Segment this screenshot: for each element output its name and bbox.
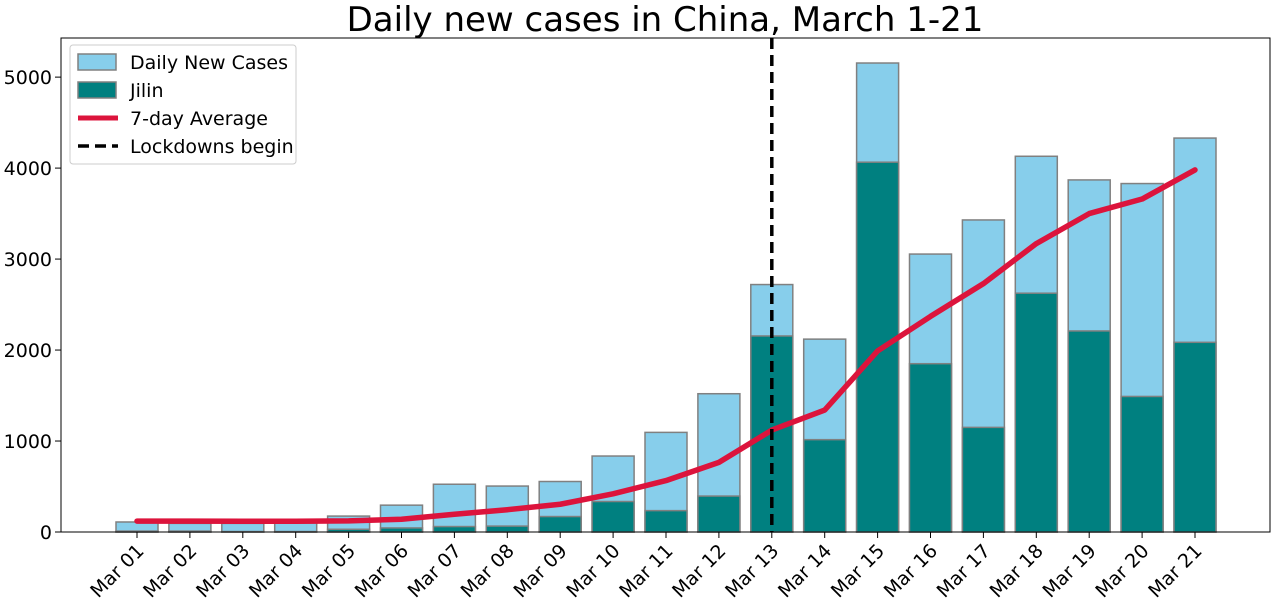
y-tick-label-2000: 2000 xyxy=(4,340,52,362)
x-tick-label-mar-02: Mar 02 xyxy=(139,540,201,600)
x-tick-label-mar-04: Mar 04 xyxy=(245,540,307,600)
legend-label-daily-new-cases: Daily New Cases xyxy=(130,52,288,74)
x-tick-label-mar-19: Mar 19 xyxy=(1038,540,1100,600)
x-tick-label-mar-16: Mar 16 xyxy=(880,540,942,600)
line-7-day-average xyxy=(134,167,1198,525)
x-tick-label-mar-05: Mar 05 xyxy=(298,540,360,600)
bar-jilin-mar-21 xyxy=(1173,341,1217,533)
x-tick-label-mar-11: Mar 11 xyxy=(615,540,677,600)
bar-jilin-mar-08 xyxy=(485,525,530,533)
bar-jilin-mar-12 xyxy=(697,495,741,533)
y-tick-label-5000: 5000 xyxy=(4,67,52,89)
bar-jilin-mar-20 xyxy=(1120,395,1164,533)
bar-jilin-mar-16 xyxy=(908,362,953,533)
legend-frame xyxy=(69,44,297,165)
y-tick-label-0: 0 xyxy=(40,522,52,544)
legend-label-7-day-average: 7-day Average xyxy=(130,108,268,130)
legend-label-lockdowns-begin: Lockdowns begin xyxy=(130,136,294,158)
x-tick-label-mar-13: Mar 13 xyxy=(721,540,783,600)
x-tick-label-mar-17: Mar 17 xyxy=(933,540,995,600)
bar-daily-new-cases-mar-07 xyxy=(432,483,477,533)
x-tick-label-mar-09: Mar 09 xyxy=(509,540,571,600)
bar-daily-new-cases-mar-03 xyxy=(221,522,265,533)
bar-jilin-mar-10 xyxy=(591,500,635,533)
y-tick-label-3000: 3000 xyxy=(4,249,52,271)
x-tick-label-mar-14: Mar 14 xyxy=(774,540,836,600)
legend-label-jilin: Jilin xyxy=(129,80,163,102)
legend-swatch-jilin xyxy=(77,81,117,99)
x-tick-label-mar-06: Mar 06 xyxy=(351,540,413,600)
bar-jilin-mar-11 xyxy=(644,509,688,533)
x-tick-label-mar-01: Mar 01 xyxy=(86,540,148,600)
bar-daily-new-cases-mar-04 xyxy=(273,522,318,533)
x-tick-label-mar-15: Mar 15 xyxy=(827,540,889,600)
line-layer xyxy=(134,38,1198,532)
bar-jilin-mar-18 xyxy=(1014,292,1059,533)
chart-title: Daily new cases in China, March 1-21 xyxy=(347,0,984,40)
bar-jilin-mar-07 xyxy=(432,525,477,533)
bar-jilin-mar-15 xyxy=(855,161,900,533)
x-tick-label-mar-18: Mar 18 xyxy=(986,540,1048,600)
bar-jilin-mar-09 xyxy=(538,515,582,533)
bar-jilin-mar-17 xyxy=(961,426,1006,533)
x-tick-label-mar-08: Mar 08 xyxy=(457,540,519,600)
legend: Daily New Cases Jilin 7-day Average Lock… xyxy=(69,44,297,165)
y-tick-label-4000: 4000 xyxy=(4,158,52,180)
bars-layer xyxy=(115,62,1217,533)
legend-swatch-daily-new-cases xyxy=(77,53,117,71)
x-tick-label-mar-07: Mar 07 xyxy=(404,540,466,600)
x-tick-label-mar-03: Mar 03 xyxy=(192,540,254,600)
bar-jilin-mar-19 xyxy=(1067,330,1111,533)
y-tick-label-1000: 1000 xyxy=(4,431,52,453)
x-tick-label-mar-21: Mar 21 xyxy=(1144,540,1206,600)
x-tick-label-mar-12: Mar 12 xyxy=(668,540,730,600)
bar-jilin-mar-14 xyxy=(802,438,847,533)
x-tick-label-mar-20: Mar 20 xyxy=(1091,540,1153,600)
x-tick-label-mar-10: Mar 10 xyxy=(562,540,624,600)
bar-jilin-mar-06 xyxy=(379,527,424,533)
